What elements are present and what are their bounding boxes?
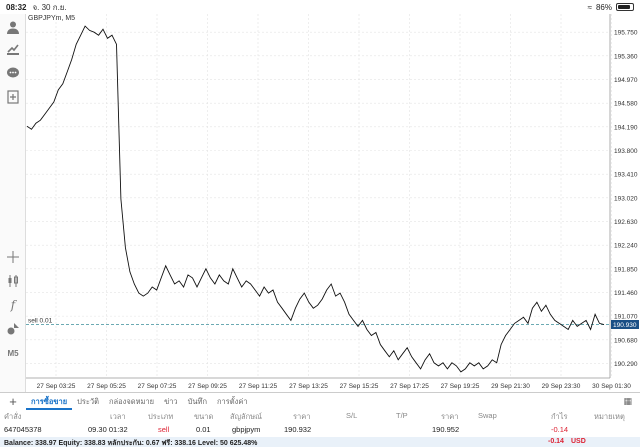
- x-tick-label: 27 Sep 13:25: [289, 383, 328, 390]
- orders-table: คำสั่ง เวลา ประเภท ขนาด สัญลักษณ์ ราคา S…: [0, 409, 640, 437]
- x-tick-label: 27 Sep 05:25: [87, 383, 126, 390]
- new-order-icon[interactable]: [4, 88, 22, 106]
- col-volume: ขนาด: [194, 412, 214, 421]
- wifi-icon: ≈: [587, 2, 592, 12]
- crosshair-icon[interactable]: [4, 248, 22, 266]
- order-line-label: sell 0.01: [28, 317, 53, 324]
- timeframe-label[interactable]: M5: [7, 348, 19, 358]
- tab-journal[interactable]: บันทึก: [187, 396, 208, 406]
- order-profit: -0.14: [551, 425, 569, 434]
- x-tick-label: 27 Sep 03:25: [37, 383, 76, 390]
- order-time: 09.30 01:32: [88, 425, 128, 434]
- col-profit: กำไร: [551, 412, 568, 421]
- x-tick-label: 27 Sep 09:25: [188, 383, 227, 390]
- profit-currency: USD: [571, 438, 586, 445]
- y-tick-label: 190.290: [614, 361, 638, 368]
- tab-trade[interactable]: การซื้อขาย: [26, 393, 73, 410]
- x-tick-label: 27 Sep 19:25: [441, 383, 480, 390]
- balance-bar: Balance: 338.97 Equity: 338.83 หลักประกั…: [0, 437, 640, 447]
- y-tick-label: 191.460: [614, 290, 638, 297]
- y-tick-label: 194.970: [614, 77, 638, 84]
- table-row[interactable]: 647045378 09.30 01:32 sell 0.01 gbpjpym …: [0, 421, 640, 437]
- y-tick-label: 192.240: [614, 243, 638, 250]
- tab-mailbox[interactable]: กล่องจดหมาย: [109, 396, 155, 406]
- trade-icon[interactable]: [4, 40, 22, 58]
- col-type: ประเภท: [148, 412, 174, 421]
- battery-icon: [616, 3, 634, 11]
- status-date: จ. 30 ก.ย.: [32, 2, 67, 12]
- y-tick-label: 195.360: [614, 53, 638, 60]
- function-icon[interactable]: f: [10, 298, 16, 312]
- x-tick-label: 27 Sep 07:25: [138, 383, 177, 390]
- status-right: ≈ 86%: [588, 3, 634, 12]
- tab-history[interactable]: ประวัติ: [77, 396, 100, 406]
- order-current-price: 190.952: [432, 425, 460, 434]
- col-symbol: สัญลักษณ์: [230, 412, 263, 421]
- candlestick-icon[interactable]: [4, 272, 22, 290]
- col-time: เวลา: [110, 412, 126, 421]
- x-tick-label: 30 Sep 01:30: [592, 383, 631, 390]
- left-toolbar: f M5: [0, 14, 26, 392]
- tab-settings[interactable]: การตั้งค่า: [217, 396, 248, 406]
- order-volume: 0.01: [196, 425, 211, 434]
- terminal-tabs: + การซื้อขาย ประวัติ กล่องจดหมาย ข่าว บั…: [0, 392, 640, 410]
- x-tick-label: 29 Sep 21:30: [491, 383, 530, 390]
- order-id: 647045378: [4, 425, 42, 434]
- y-tick-label: 193.020: [614, 195, 638, 202]
- col-swap: Swap: [478, 411, 497, 420]
- col-price: ราคา: [293, 412, 311, 421]
- layout-icon[interactable]: ▦: [623, 395, 632, 406]
- y-tick-label: 195.750: [614, 30, 638, 37]
- col-sl: S/L: [346, 411, 358, 420]
- x-tick-label: 27 Sep 15:25: [340, 383, 379, 390]
- chart-canvas[interactable]: 195.750 195.360 194.970 194.580 194.190 193.8…: [26, 14, 640, 392]
- y-tick-label: 191.070: [614, 314, 638, 321]
- col-comment: หมายเหตุ: [594, 412, 625, 421]
- chat-icon[interactable]: [4, 64, 22, 82]
- y-tick-label: 193.800: [614, 148, 638, 155]
- price-chart[interactable]: 195.750 195.360 194.970 194.580 194.190 193.8…: [26, 14, 640, 392]
- col-tp: T/P: [396, 411, 408, 420]
- order-price: 190.932: [284, 425, 312, 434]
- objects-icon[interactable]: [4, 320, 22, 338]
- battery-percent: 86%: [595, 2, 612, 12]
- x-tick-label: 29 Sep 23:30: [542, 383, 581, 390]
- order-symbol: gbpjpym: [232, 425, 261, 434]
- balance-summary: Balance: 338.97 Equity: 338.83 หลักประกั…: [4, 440, 258, 447]
- account-icon[interactable]: [4, 18, 22, 36]
- total-profit: -0.14: [548, 438, 564, 445]
- x-tick-label: 27 Sep 11:25: [239, 383, 278, 390]
- y-tick-label: 192.630: [614, 219, 638, 226]
- y-tick-label: 191.850: [614, 266, 638, 273]
- y-tick-label: 193.410: [614, 172, 638, 179]
- y-tick-label: 190.680: [614, 337, 638, 344]
- col-order: คำสั่ง: [4, 412, 22, 421]
- x-tick-label: 27 Sep 17:25: [390, 383, 429, 390]
- status-bar: 08:32 จ. 30 ก.ย. ≈ 86%: [0, 0, 640, 14]
- add-icon[interactable]: +: [9, 393, 17, 409]
- order-type: sell: [158, 425, 170, 434]
- current-price-tag: [611, 319, 639, 329]
- tab-news[interactable]: ข่าว: [164, 396, 178, 406]
- chart-title: GBPJPYm, M5: [28, 15, 76, 22]
- price-line: [26, 25, 605, 373]
- y-tick-label: 194.580: [614, 101, 638, 108]
- y-tick-label: 194.190: [614, 124, 638, 131]
- col-current-price: ราคา: [441, 412, 459, 421]
- current-price-label: 190.930: [613, 322, 637, 329]
- table-header: คำสั่ง เวลา ประเภท ขนาด สัญลักษณ์ ราคา S…: [0, 409, 640, 421]
- status-time: 08:32: [6, 2, 27, 12]
